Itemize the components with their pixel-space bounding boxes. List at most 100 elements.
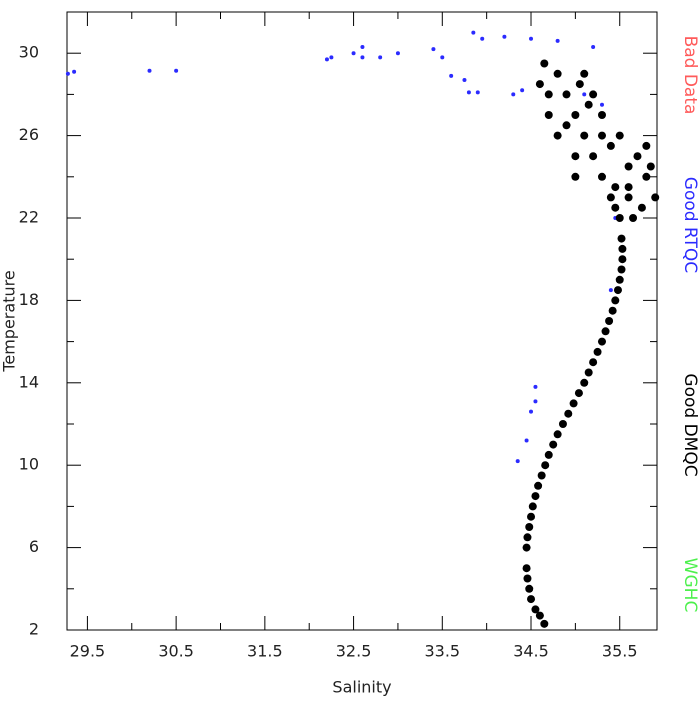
point bbox=[522, 564, 531, 573]
point bbox=[606, 141, 615, 150]
point bbox=[502, 34, 507, 39]
legend-entry: Bad Data bbox=[680, 36, 700, 115]
point bbox=[629, 214, 638, 222]
point bbox=[515, 459, 520, 464]
point bbox=[544, 111, 553, 119]
point bbox=[65, 71, 70, 76]
point bbox=[544, 90, 553, 99]
y-tick-label: 14 bbox=[19, 372, 39, 391]
point bbox=[553, 131, 562, 140]
point bbox=[608, 288, 613, 293]
point bbox=[535, 611, 544, 620]
point bbox=[589, 90, 598, 99]
point bbox=[574, 389, 583, 398]
point bbox=[624, 183, 633, 192]
point bbox=[475, 90, 480, 95]
point bbox=[611, 203, 620, 212]
point bbox=[601, 327, 610, 336]
point bbox=[608, 306, 617, 315]
point bbox=[553, 430, 562, 439]
point bbox=[535, 80, 544, 89]
point bbox=[584, 100, 593, 109]
y-tick-label: 30 bbox=[19, 43, 39, 62]
point bbox=[378, 55, 383, 60]
point bbox=[624, 162, 633, 171]
y-tick-label: 26 bbox=[19, 125, 39, 144]
point bbox=[597, 337, 606, 346]
point bbox=[147, 68, 152, 73]
point bbox=[524, 438, 529, 443]
point bbox=[584, 368, 593, 377]
y-tick-label: 10 bbox=[19, 455, 39, 474]
point bbox=[580, 131, 589, 140]
point bbox=[615, 131, 624, 140]
point bbox=[329, 55, 334, 60]
point bbox=[618, 255, 627, 264]
point bbox=[618, 244, 627, 253]
point bbox=[571, 152, 580, 161]
point bbox=[575, 80, 584, 89]
point bbox=[591, 45, 596, 50]
y-tick-label: 18 bbox=[19, 290, 39, 309]
point bbox=[571, 111, 580, 119]
point bbox=[440, 55, 445, 60]
legend-entry: WGHC bbox=[680, 558, 700, 613]
point bbox=[580, 69, 589, 78]
point bbox=[593, 347, 602, 356]
point bbox=[540, 59, 549, 68]
point bbox=[597, 111, 606, 119]
point bbox=[605, 317, 614, 325]
point bbox=[527, 595, 536, 604]
plot-frame bbox=[66, 11, 658, 631]
x-tick-label: 34.5 bbox=[513, 642, 549, 661]
point bbox=[523, 533, 532, 542]
point bbox=[553, 69, 562, 78]
point bbox=[611, 183, 620, 192]
point bbox=[527, 512, 536, 521]
x-tick-label: 30.5 bbox=[158, 642, 194, 661]
point bbox=[466, 90, 471, 95]
point bbox=[564, 409, 573, 418]
point bbox=[533, 399, 538, 404]
point bbox=[642, 141, 651, 150]
x-tick-label: 32.5 bbox=[336, 642, 372, 661]
point bbox=[617, 265, 626, 274]
point bbox=[599, 102, 604, 107]
point bbox=[544, 450, 553, 459]
y-tick-label: 2 bbox=[29, 620, 39, 639]
point bbox=[633, 152, 642, 161]
point bbox=[462, 77, 467, 82]
point bbox=[449, 73, 454, 78]
point bbox=[597, 131, 606, 140]
point bbox=[642, 172, 651, 181]
point bbox=[637, 203, 646, 212]
point bbox=[540, 619, 549, 628]
point bbox=[395, 51, 400, 56]
x-tick-label: 29.5 bbox=[70, 642, 106, 661]
point bbox=[597, 172, 606, 181]
point bbox=[651, 193, 660, 202]
legend-entry: Good RTQC bbox=[680, 177, 700, 273]
point bbox=[528, 502, 537, 511]
point bbox=[531, 492, 540, 501]
y-tick-label: 22 bbox=[19, 208, 39, 227]
marks bbox=[65, 30, 660, 628]
point bbox=[522, 543, 531, 552]
point bbox=[360, 45, 365, 50]
point bbox=[611, 296, 620, 305]
x-tick-label: 31.5 bbox=[247, 642, 283, 661]
point bbox=[558, 420, 567, 428]
point bbox=[351, 51, 356, 56]
y-tick-label: 6 bbox=[29, 537, 39, 556]
point bbox=[480, 36, 485, 41]
point bbox=[525, 584, 534, 593]
x-axis-label: Salinity bbox=[332, 678, 391, 697]
point bbox=[72, 69, 77, 74]
point bbox=[646, 162, 655, 171]
point bbox=[531, 605, 540, 614]
point bbox=[613, 286, 622, 295]
point bbox=[523, 574, 532, 583]
point bbox=[624, 193, 633, 202]
